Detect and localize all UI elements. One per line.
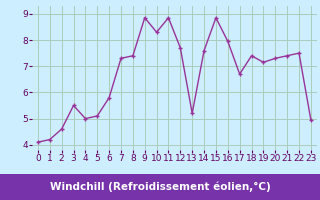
Text: Windchill (Refroidissement éolien,°C): Windchill (Refroidissement éolien,°C) <box>50 187 270 197</box>
Text: Windchill (Refroidissement éolien,°C): Windchill (Refroidissement éolien,°C) <box>50 182 270 192</box>
